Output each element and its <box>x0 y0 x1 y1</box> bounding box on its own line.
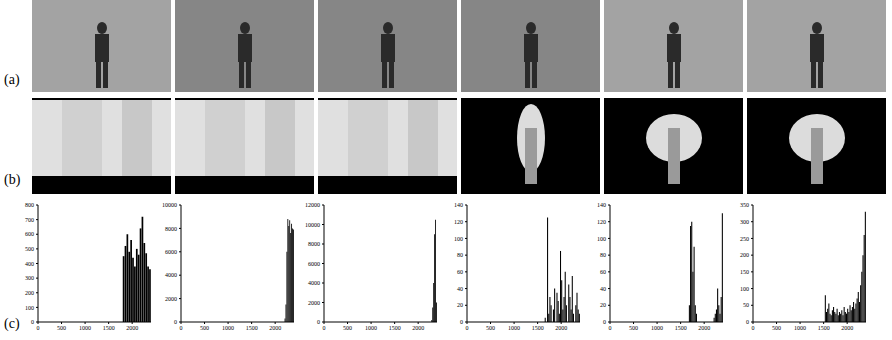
svg-text:60: 60 <box>457 269 463 275</box>
svg-text:2000: 2000 <box>269 325 281 331</box>
svg-text:120: 120 <box>597 219 606 225</box>
svg-text:800: 800 <box>25 202 34 208</box>
svg-text:2000: 2000 <box>698 325 710 331</box>
svg-text:80: 80 <box>600 252 606 258</box>
svg-text:0: 0 <box>317 319 320 325</box>
svg-text:1500: 1500 <box>818 325 830 331</box>
svg-text:2000: 2000 <box>126 325 138 331</box>
svg-text:500: 500 <box>772 325 781 331</box>
svg-text:4000: 4000 <box>165 272 177 278</box>
svg-text:200: 200 <box>740 252 749 258</box>
svg-text:2000: 2000 <box>841 325 853 331</box>
svg-text:0: 0 <box>174 319 177 325</box>
svg-text:100: 100 <box>740 286 749 292</box>
svg-text:40: 40 <box>600 286 606 292</box>
svg-text:350: 350 <box>740 202 749 208</box>
svg-text:1500: 1500 <box>532 325 544 331</box>
svg-text:500: 500 <box>25 246 34 252</box>
svg-text:0: 0 <box>752 325 755 331</box>
svg-text:6000: 6000 <box>308 261 320 267</box>
svg-text:60: 60 <box>600 269 606 275</box>
svg-text:2000: 2000 <box>165 296 177 302</box>
svg-text:100: 100 <box>454 236 463 242</box>
svg-text:20: 20 <box>457 302 463 308</box>
svg-text:0: 0 <box>37 325 40 331</box>
svg-text:1000: 1000 <box>365 325 377 331</box>
svg-text:1500: 1500 <box>103 325 115 331</box>
svg-text:500: 500 <box>57 325 66 331</box>
svg-text:2000: 2000 <box>308 300 320 306</box>
svg-text:250: 250 <box>740 236 749 242</box>
svg-text:2000: 2000 <box>555 325 567 331</box>
svg-text:1000: 1000 <box>794 325 806 331</box>
svg-text:0: 0 <box>180 325 183 331</box>
svg-text:0: 0 <box>746 319 749 325</box>
svg-text:40: 40 <box>457 286 463 292</box>
svg-text:1000: 1000 <box>508 325 520 331</box>
svg-text:12000: 12000 <box>305 202 320 208</box>
svg-text:1500: 1500 <box>389 325 401 331</box>
svg-text:300: 300 <box>740 219 749 225</box>
svg-text:0: 0 <box>31 319 34 325</box>
svg-text:150: 150 <box>740 269 749 275</box>
svg-text:8000: 8000 <box>308 241 320 247</box>
svg-text:100: 100 <box>597 236 606 242</box>
svg-text:600: 600 <box>25 231 34 237</box>
svg-text:10000: 10000 <box>162 202 177 208</box>
svg-text:140: 140 <box>597 202 606 208</box>
svg-text:0: 0 <box>466 325 469 331</box>
svg-text:500: 500 <box>629 325 638 331</box>
svg-text:100: 100 <box>25 305 34 311</box>
svg-text:0: 0 <box>609 325 612 331</box>
svg-text:700: 700 <box>25 217 34 223</box>
svg-text:1000: 1000 <box>222 325 234 331</box>
svg-text:1000: 1000 <box>79 325 91 331</box>
svg-text:140: 140 <box>454 202 463 208</box>
svg-text:500: 500 <box>343 325 352 331</box>
html-text:(a): (a) <box>4 72 20 87</box>
svg-text:400: 400 <box>25 261 34 267</box>
svg-text:0: 0 <box>460 319 463 325</box>
svg-text:0: 0 <box>323 325 326 331</box>
svg-text:8000: 8000 <box>165 226 177 232</box>
svg-text:120: 120 <box>454 219 463 225</box>
svg-text:1000: 1000 <box>651 325 663 331</box>
svg-text:2000: 2000 <box>412 325 424 331</box>
svg-text:500: 500 <box>200 325 209 331</box>
svg-text:4000: 4000 <box>308 280 320 286</box>
svg-text:50: 50 <box>743 302 749 308</box>
svg-text:80: 80 <box>457 252 463 258</box>
svg-text:0: 0 <box>603 319 606 325</box>
html-text:(c): (c) <box>4 316 20 331</box>
html-text:(b): (b) <box>4 172 21 187</box>
svg-text:6000: 6000 <box>165 249 177 255</box>
svg-text:300: 300 <box>25 275 34 281</box>
svg-text:500: 500 <box>486 325 495 331</box>
svg-text:1500: 1500 <box>246 325 258 331</box>
svg-text:10000: 10000 <box>305 222 320 228</box>
svg-text:1500: 1500 <box>675 325 687 331</box>
svg-text:20: 20 <box>600 302 606 308</box>
svg-text:200: 200 <box>25 290 34 296</box>
